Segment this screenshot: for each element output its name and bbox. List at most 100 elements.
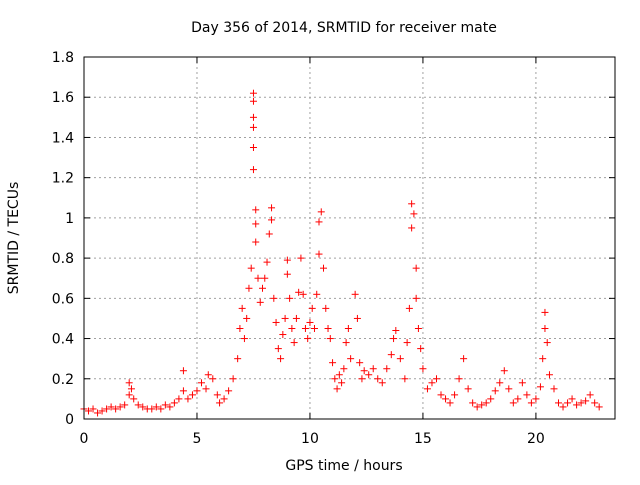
data-point xyxy=(249,113,257,121)
data-point xyxy=(545,371,553,379)
data-point xyxy=(116,403,124,411)
y-tick-label: 0.4 xyxy=(52,332,74,348)
data-point xyxy=(98,407,106,415)
data-point xyxy=(446,399,454,407)
data-point xyxy=(408,200,416,208)
data-point xyxy=(121,401,129,409)
data-point xyxy=(229,375,237,383)
data-point xyxy=(134,401,142,409)
data-point xyxy=(543,339,551,347)
x-tick-label: 15 xyxy=(414,431,432,447)
data-point xyxy=(527,399,535,407)
data-point xyxy=(482,399,490,407)
data-point xyxy=(283,256,291,264)
data-point xyxy=(236,325,244,332)
data-point xyxy=(383,365,391,373)
y-tick-label: 0 xyxy=(65,412,74,428)
data-point xyxy=(360,367,368,375)
data-point xyxy=(245,284,253,292)
data-point xyxy=(281,314,289,322)
data-point xyxy=(539,355,547,363)
data-point xyxy=(301,325,309,332)
data-point xyxy=(249,97,257,105)
data-point xyxy=(256,298,264,306)
data-point xyxy=(193,387,201,395)
y-tick-label: 1 xyxy=(65,211,74,227)
data-point xyxy=(532,395,540,403)
data-point xyxy=(487,395,495,403)
data-point xyxy=(347,355,355,363)
data-point xyxy=(216,399,224,407)
y-tick-label: 1.6 xyxy=(52,90,74,106)
data-point xyxy=(417,345,425,353)
data-point xyxy=(595,403,603,411)
x-tick-label: 5 xyxy=(193,431,202,447)
data-point xyxy=(252,206,260,214)
series-srmtid xyxy=(80,89,603,417)
x-tick-label: 10 xyxy=(301,431,319,447)
data-point xyxy=(390,335,398,343)
data-point xyxy=(414,325,422,332)
data-point xyxy=(514,395,522,403)
data-point xyxy=(254,274,262,282)
data-point xyxy=(184,395,192,403)
y-tick-label: 0.2 xyxy=(52,372,74,388)
data-point xyxy=(125,379,133,387)
data-point xyxy=(249,166,257,174)
data-point xyxy=(387,351,395,359)
data-point xyxy=(505,385,513,393)
data-point xyxy=(234,355,242,363)
data-point xyxy=(130,395,138,403)
data-point xyxy=(139,403,147,411)
data-point xyxy=(369,365,377,373)
data-point xyxy=(286,294,294,302)
data-point xyxy=(344,325,352,332)
data-point xyxy=(541,308,549,316)
data-point xyxy=(204,371,212,379)
data-point xyxy=(500,367,508,375)
data-point xyxy=(460,355,468,363)
data-point xyxy=(288,325,296,332)
data-point xyxy=(89,405,97,413)
data-point xyxy=(107,403,115,411)
data-point xyxy=(295,288,303,296)
data-point xyxy=(577,399,585,407)
data-point xyxy=(240,335,248,343)
data-point xyxy=(112,405,120,413)
data-point xyxy=(455,375,463,383)
data-point xyxy=(322,304,330,312)
data-point xyxy=(342,339,350,347)
data-point xyxy=(478,401,486,409)
data-point xyxy=(358,375,366,383)
data-point xyxy=(161,401,169,409)
data-point xyxy=(243,314,251,322)
data-point xyxy=(405,304,413,312)
data-point xyxy=(412,294,420,302)
data-point xyxy=(338,379,346,387)
data-point xyxy=(473,403,481,411)
data-point xyxy=(299,290,307,298)
data-point xyxy=(94,409,102,417)
data-point xyxy=(279,331,287,339)
data-point xyxy=(297,254,305,262)
data-point xyxy=(188,391,196,399)
x-tick-label: 0 xyxy=(80,431,89,447)
data-point xyxy=(340,365,348,373)
data-point xyxy=(148,405,156,413)
data-point xyxy=(419,365,427,373)
data-point xyxy=(403,339,411,347)
data-point xyxy=(315,218,323,226)
data-point xyxy=(304,335,312,343)
data-point xyxy=(179,387,187,395)
data-point xyxy=(317,208,325,216)
data-point xyxy=(591,399,599,407)
data-point xyxy=(170,399,178,407)
data-point xyxy=(238,304,246,312)
data-point xyxy=(410,210,418,218)
data-point xyxy=(261,274,269,282)
data-point xyxy=(268,204,276,212)
data-point xyxy=(351,290,359,298)
data-point xyxy=(127,385,135,393)
y-tick-label: 1.2 xyxy=(52,171,74,187)
